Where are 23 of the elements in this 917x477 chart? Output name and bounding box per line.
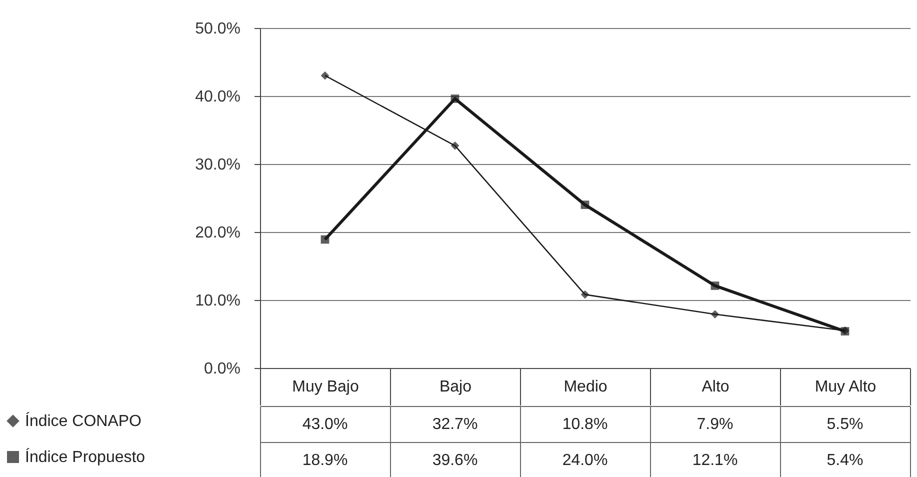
y-tick-label: 40.0% xyxy=(195,88,240,106)
data-label: 10.8% xyxy=(562,416,608,433)
y-tick-label: 50.0% xyxy=(195,20,240,38)
y-tick-label: 0.0% xyxy=(204,360,240,378)
data-label: 24.0% xyxy=(562,452,608,469)
data-label: 7.9% xyxy=(696,416,734,433)
data-label: 18.9% xyxy=(302,452,348,469)
legend-label: Índice Propuesto xyxy=(25,448,146,466)
legend-label: Índice CONAPO xyxy=(25,412,142,430)
data-label: 5.5% xyxy=(826,416,864,433)
x-tick-label: Bajo xyxy=(439,378,472,396)
x-tick-label: Medio xyxy=(564,378,608,396)
y-tick-label: 10.0% xyxy=(195,292,240,310)
data-label: 12.1% xyxy=(692,452,738,469)
y-tick-label: 30.0% xyxy=(195,156,240,174)
y-tick-label: 20.0% xyxy=(195,224,240,242)
data-label: 43.0% xyxy=(302,416,348,433)
data-label: 39.6% xyxy=(432,452,478,469)
data-label: 32.7% xyxy=(432,416,478,433)
x-tick-label: Muy Alto xyxy=(814,378,876,396)
data-label: 5.4% xyxy=(826,452,864,469)
x-tick-label: Muy Bajo xyxy=(292,378,359,396)
x-tick-label: Alto xyxy=(702,378,730,396)
